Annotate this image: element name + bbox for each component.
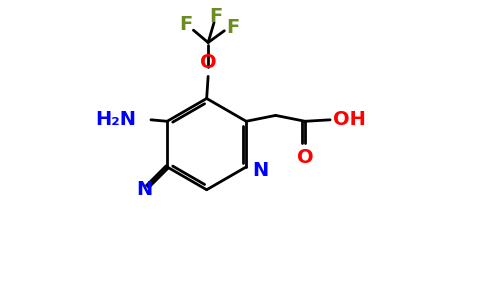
Text: N: N [253,161,269,180]
Text: H₂N: H₂N [95,110,136,129]
Text: O: O [200,53,216,72]
Text: N: N [136,180,152,199]
Text: F: F [209,7,222,26]
Text: F: F [227,18,240,37]
Text: OH: OH [333,110,366,129]
Text: F: F [180,15,193,34]
Text: O: O [297,148,314,167]
